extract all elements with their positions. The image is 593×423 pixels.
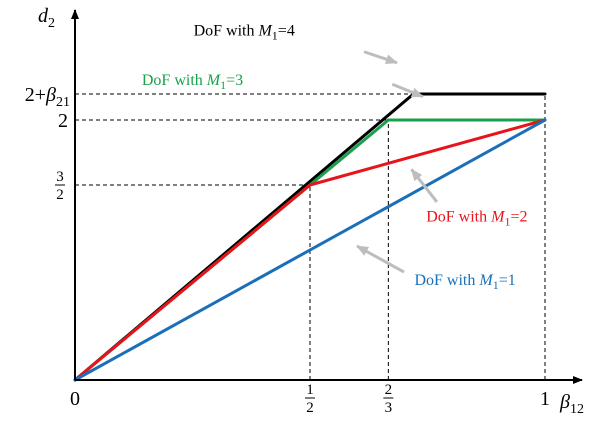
reference-lines — [75, 93, 546, 380]
x-tick-label-2-denominator: 3 — [385, 400, 393, 416]
series-label-m3: DoF with M1=3 — [142, 72, 243, 92]
annotation-arrow-m4 — [363, 50, 398, 65]
x-tick-label-1: 12 — [305, 382, 315, 416]
x-tick-label-1-denominator: 2 — [306, 400, 314, 416]
x-tick-label-2: 23 — [383, 382, 394, 416]
y-tick-label-0-numerator: 3 — [56, 169, 64, 185]
x-tick-label-2-numerator: 2 — [385, 382, 393, 398]
y-axis-label: d2 — [38, 5, 55, 31]
annotation-arrow-m2 — [410, 168, 439, 203]
series-line-m1 — [73, 118, 547, 382]
y-tick-label-0-denominator: 2 — [56, 187, 64, 203]
y-tick-label-0: 32 — [55, 169, 65, 203]
series-label-m1: DoF with M1=1 — [414, 272, 515, 292]
y-tick-label-2: 2+β21 — [25, 84, 70, 110]
axes — [71, 9, 583, 384]
annotation-arrows — [356, 50, 439, 274]
x-tick-label-0: 0 — [70, 388, 80, 410]
series-label-m2: DoF with M1=2 — [426, 208, 527, 228]
series-line-m2 — [73, 118, 547, 382]
x-axis-label: β12 — [559, 391, 584, 417]
series-label-m4: DoF with M1=4 — [194, 23, 295, 43]
y-tick-label-1: 2 — [58, 110, 68, 132]
x-tick-label-3: 1 — [540, 388, 550, 410]
annotation-arrow-m3 — [391, 82, 424, 98]
annotation-arrow-m1 — [356, 244, 405, 274]
x-tick-label-1-numerator: 1 — [306, 382, 314, 398]
series-labels: DoF with M1=4 DoF with M1=3 DoF with M1=2 D… — [142, 23, 528, 293]
